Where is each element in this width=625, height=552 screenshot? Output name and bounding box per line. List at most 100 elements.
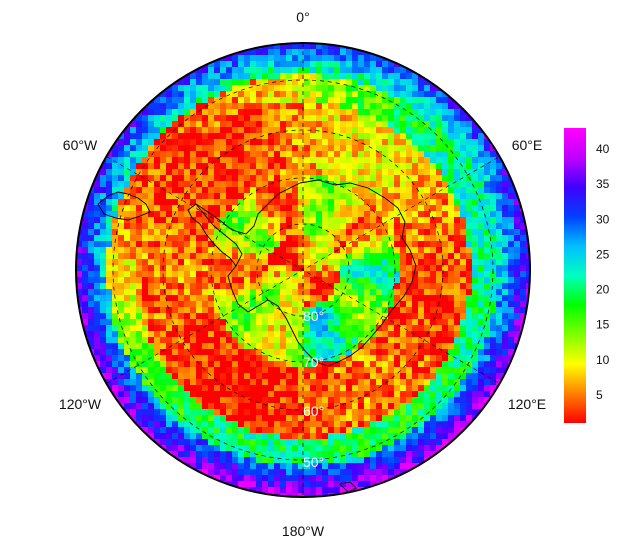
field-cell bbox=[400, 421, 407, 428]
field-cell bbox=[238, 247, 245, 254]
field-cell bbox=[394, 385, 401, 392]
field-cell bbox=[454, 175, 461, 182]
field-cell bbox=[160, 151, 167, 158]
field-cell bbox=[220, 319, 227, 326]
field-cell bbox=[148, 349, 155, 356]
field-cell bbox=[484, 151, 491, 158]
field-cell bbox=[376, 385, 383, 392]
field-cell bbox=[160, 199, 167, 206]
field-cell bbox=[190, 181, 197, 188]
field-cell bbox=[172, 103, 179, 110]
field-cell bbox=[100, 349, 107, 356]
field-cell bbox=[322, 91, 329, 98]
field-cell bbox=[172, 169, 179, 176]
field-cell bbox=[112, 265, 119, 272]
field-cell bbox=[466, 307, 473, 314]
field-cell bbox=[412, 289, 419, 296]
field-cell bbox=[214, 367, 221, 374]
field-cell bbox=[130, 403, 137, 410]
field-cell bbox=[298, 319, 305, 326]
field-cell bbox=[406, 457, 413, 464]
field-cell bbox=[118, 199, 125, 206]
field-cell bbox=[142, 301, 149, 308]
field-cell bbox=[112, 289, 119, 296]
field-cell bbox=[94, 277, 101, 284]
field-cell bbox=[304, 457, 311, 464]
field-cell bbox=[250, 211, 257, 218]
field-cell bbox=[496, 229, 503, 236]
field-cell bbox=[142, 295, 149, 302]
field-cell bbox=[238, 145, 245, 152]
field-cell bbox=[520, 223, 527, 230]
field-cell bbox=[178, 217, 185, 224]
field-cell bbox=[514, 325, 521, 332]
field-cell bbox=[322, 289, 329, 296]
field-cell bbox=[430, 265, 437, 272]
field-cell bbox=[238, 295, 245, 302]
field-cell bbox=[424, 319, 431, 326]
field-cell bbox=[478, 331, 485, 338]
field-cell bbox=[358, 163, 365, 170]
field-cell bbox=[298, 229, 305, 236]
field-cell bbox=[346, 373, 353, 380]
field-cell bbox=[442, 151, 449, 158]
field-cell bbox=[292, 349, 299, 356]
field-cell bbox=[244, 217, 251, 224]
field-cell bbox=[364, 463, 371, 470]
field-cell bbox=[310, 427, 317, 434]
field-cell bbox=[280, 247, 287, 254]
field-cell bbox=[346, 247, 353, 254]
field-cell bbox=[142, 175, 149, 182]
field-cell bbox=[436, 151, 443, 158]
field-cell bbox=[358, 445, 365, 452]
field-cell bbox=[142, 283, 149, 290]
field-cell bbox=[436, 355, 443, 362]
field-cell bbox=[382, 241, 389, 248]
colorbar-tick-label: 35 bbox=[596, 177, 610, 191]
field-cell bbox=[502, 241, 509, 248]
field-cell bbox=[370, 397, 377, 404]
field-cell bbox=[418, 67, 425, 74]
field-cell bbox=[526, 271, 530, 278]
field-cell bbox=[172, 187, 179, 194]
field-cell bbox=[358, 301, 365, 308]
field-cell bbox=[214, 271, 221, 278]
field-cell bbox=[394, 175, 401, 182]
field-cell bbox=[256, 61, 263, 68]
field-cell bbox=[118, 151, 125, 158]
field-cell bbox=[466, 349, 473, 356]
field-cell bbox=[106, 355, 113, 362]
field-cell bbox=[256, 169, 263, 176]
field-cell bbox=[352, 61, 359, 68]
field-cell bbox=[280, 55, 287, 62]
field-cell bbox=[310, 397, 317, 404]
field-cell bbox=[508, 265, 515, 272]
field-cell bbox=[352, 319, 359, 326]
field-cell bbox=[520, 259, 527, 266]
field-cell bbox=[184, 421, 191, 428]
field-cell bbox=[436, 445, 443, 452]
field-cell bbox=[418, 229, 425, 236]
field-cell bbox=[346, 337, 353, 344]
field-cell bbox=[88, 271, 95, 278]
field-cell bbox=[238, 373, 245, 380]
field-cell bbox=[508, 319, 515, 326]
field-cell bbox=[244, 421, 251, 428]
field-cell bbox=[178, 85, 185, 92]
field-cell bbox=[286, 451, 293, 458]
field-cell bbox=[460, 343, 467, 350]
field-cell bbox=[274, 157, 281, 164]
field-cell bbox=[184, 85, 191, 92]
field-cell bbox=[430, 313, 437, 320]
field-cell bbox=[220, 445, 227, 452]
field-cell bbox=[130, 187, 137, 194]
field-cell bbox=[178, 199, 185, 206]
field-cell bbox=[364, 253, 371, 260]
field-cell bbox=[328, 61, 335, 68]
field-cell bbox=[262, 265, 269, 272]
field-cell bbox=[142, 277, 149, 284]
field-cell bbox=[382, 193, 389, 200]
field-cell bbox=[256, 391, 263, 398]
field-cell bbox=[292, 337, 299, 344]
field-cell bbox=[154, 259, 161, 266]
